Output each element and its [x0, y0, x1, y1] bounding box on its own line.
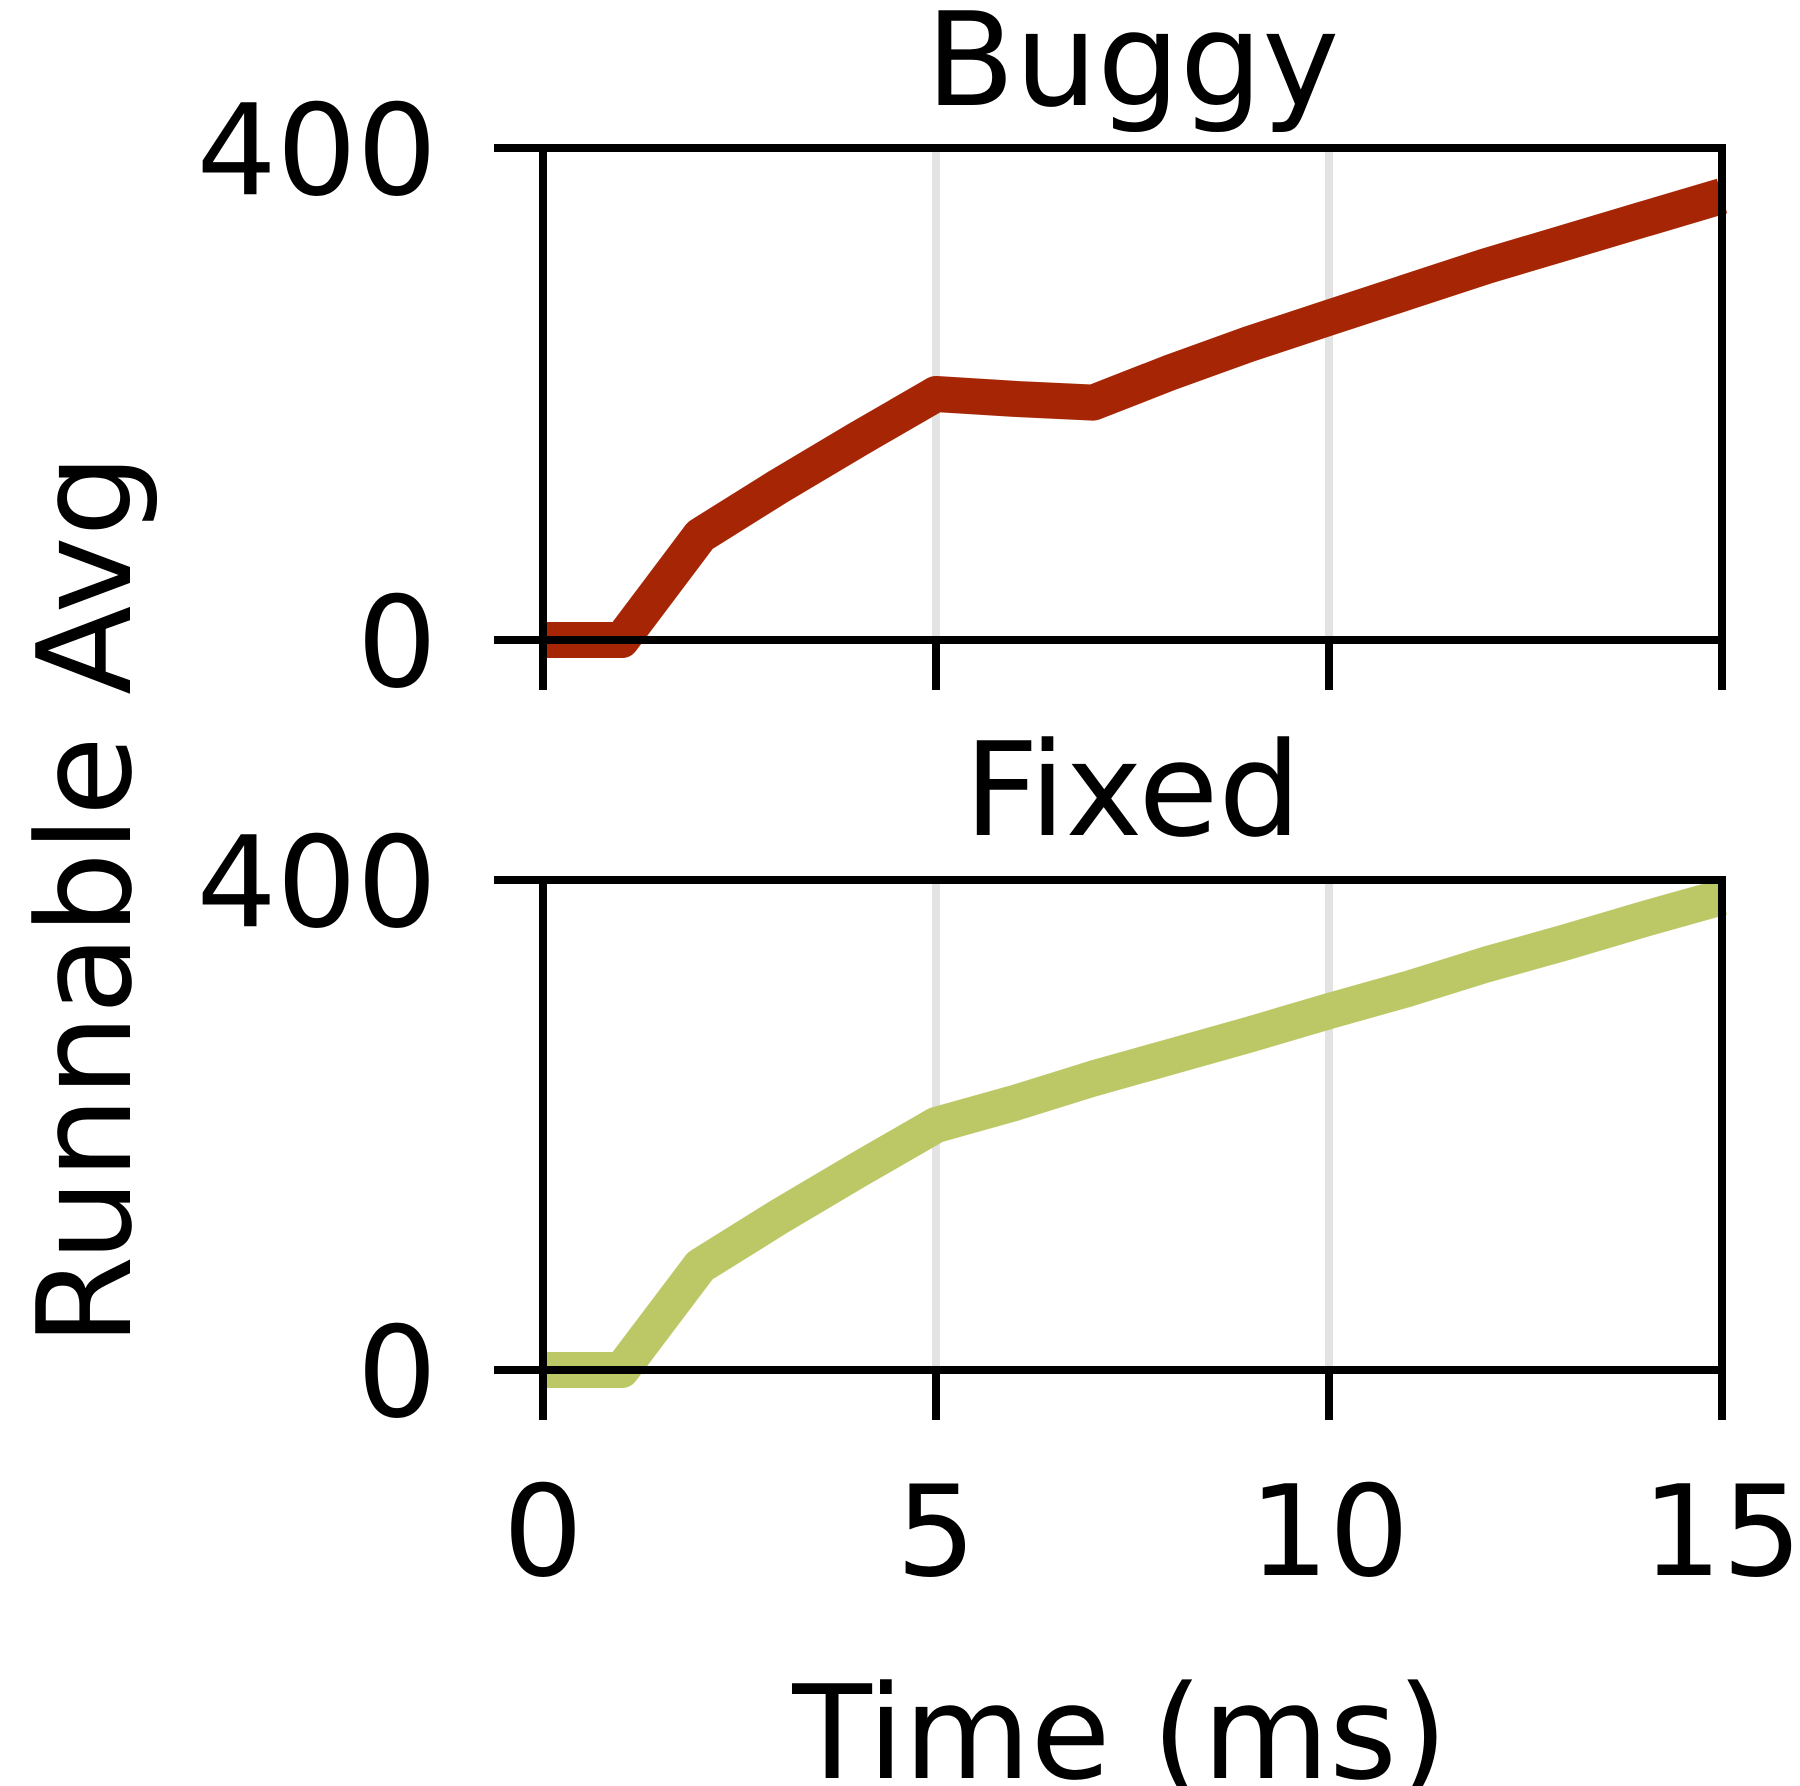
panel-title: Fixed — [964, 714, 1301, 866]
y-axis-title: Runnable Avg — [9, 454, 161, 1346]
series-line — [543, 879, 1727, 1388]
x-axis-title: Time (ms) — [791, 1657, 1447, 1786]
x-tick-label: 0 — [503, 1458, 583, 1605]
y-tick-label: 0 — [357, 1299, 437, 1446]
panel-title: Buggy — [926, 0, 1340, 136]
series-line — [543, 178, 1728, 658]
x-tick-label: 10 — [1249, 1458, 1409, 1605]
chart-panels: 0 400 Buggy 0 400 Fixed 0 5 10 15 — [197, 0, 1800, 1605]
y-tick-label: 400 — [197, 77, 438, 224]
chart-panel-0: 0 400 Buggy — [197, 0, 1728, 716]
x-tick-label: 15 — [1642, 1458, 1800, 1605]
chart-panel-1: 0 400 Fixed 0 5 10 15 — [197, 714, 1800, 1605]
x-tick-label: 5 — [896, 1458, 976, 1605]
y-tick-label: 0 — [357, 569, 437, 716]
y-tick-label: 400 — [197, 809, 438, 956]
shared-axis-labels: Time (ms) Runnable Avg — [9, 454, 1448, 1786]
